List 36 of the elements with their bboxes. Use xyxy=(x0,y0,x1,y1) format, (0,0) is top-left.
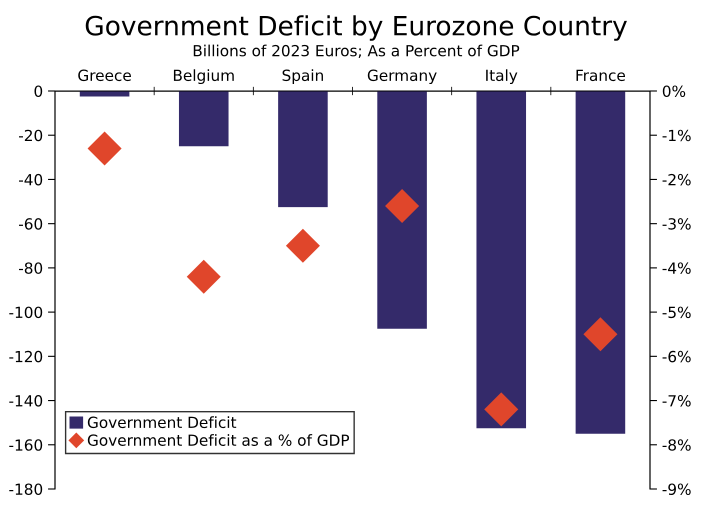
x-tick-label: France xyxy=(576,70,626,82)
y-tick-label: -20 xyxy=(18,130,42,142)
y2-tick-label: -7% xyxy=(662,395,691,407)
y2-tick-label: -1% xyxy=(662,130,691,142)
x-tick-label: Germany xyxy=(368,70,437,84)
point xyxy=(484,392,518,426)
chart-title: Government Deficit by Eurozone Country xyxy=(86,15,627,41)
x-tick-label: Greece xyxy=(78,70,131,82)
y-tick-label: -120 xyxy=(9,350,42,362)
y-tick-label: -180 xyxy=(9,483,42,496)
point xyxy=(186,260,221,294)
legend-label: Government Deficit as a % of GDP xyxy=(88,434,350,446)
y2-tick-label: -9% xyxy=(662,483,691,496)
point xyxy=(583,317,618,352)
point xyxy=(385,188,420,223)
y2-tick-label: -6% xyxy=(662,350,691,362)
point xyxy=(88,131,122,166)
y-tick-label: -100 xyxy=(9,306,42,318)
y2-tick-label: -8% xyxy=(662,439,691,451)
y-tick-label: -40 xyxy=(18,174,42,186)
y-tick-label: -160 xyxy=(9,439,42,451)
x-tick-label: Italy xyxy=(486,69,518,84)
y2-tick-label: 0% xyxy=(662,85,686,98)
y2-tick-label: -3% xyxy=(662,218,691,230)
y-tick-label: -80 xyxy=(18,262,42,274)
point xyxy=(286,228,320,263)
y-tick-label: -60 xyxy=(18,218,42,230)
y-tick-label: 0 xyxy=(34,85,42,98)
x-tick-label: Belgium xyxy=(174,69,234,84)
y2-tick-label: -5% xyxy=(662,306,691,318)
y2-tick-label: -2% xyxy=(662,174,691,186)
y-tick-label: -140 xyxy=(9,395,42,407)
y2-tick-label: -4% xyxy=(662,262,691,274)
chart-subtitle: Billions of 2023 Euros; As a Percent of GDP xyxy=(194,44,520,58)
legend-label: Government Deficit xyxy=(88,416,236,428)
x-tick-label: Spain xyxy=(282,69,323,84)
